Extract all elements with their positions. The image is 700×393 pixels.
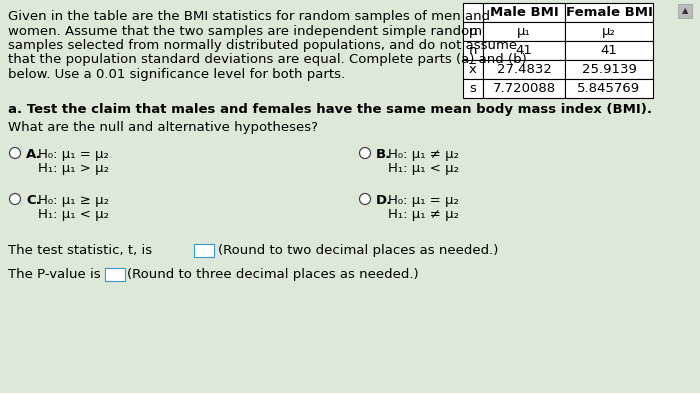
Bar: [483, 79, 565, 98]
Text: μ: μ: [469, 25, 477, 38]
Text: women. Assume that the two samples are independent simple random: women. Assume that the two samples are i…: [8, 24, 482, 37]
Circle shape: [360, 193, 370, 204]
Text: H₀: μ₁ ≠ μ₂: H₀: μ₁ ≠ μ₂: [388, 148, 459, 161]
Bar: [565, 41, 653, 60]
Text: 7.720088: 7.720088: [492, 82, 556, 95]
Text: n: n: [469, 44, 477, 57]
Text: below. Use a 0.01 significance level for both parts.: below. Use a 0.01 significance level for…: [8, 68, 345, 81]
Text: s: s: [470, 82, 477, 95]
Text: (Round to two decimal places as needed.): (Round to two decimal places as needed.): [218, 244, 498, 257]
Text: What are the null and alternative hypotheses?: What are the null and alternative hypoth…: [8, 121, 318, 134]
Circle shape: [10, 147, 20, 158]
Text: x̅: x̅: [469, 63, 477, 76]
Text: 27.4832: 27.4832: [496, 63, 552, 76]
Text: Given in the table are the BMI statistics for random samples of men and: Given in the table are the BMI statistic…: [8, 10, 490, 23]
Text: samples selected from normally distributed populations, and do not assume: samples selected from normally distribut…: [8, 39, 517, 52]
Bar: [463, 79, 483, 98]
Text: The P-value is: The P-value is: [8, 268, 101, 281]
Circle shape: [10, 193, 20, 204]
Bar: [483, 41, 565, 60]
Text: 41: 41: [516, 44, 533, 57]
Text: H₁: μ₁ ≠ μ₂: H₁: μ₁ ≠ μ₂: [388, 208, 459, 221]
Text: H₀: μ₁ = μ₂: H₀: μ₁ = μ₂: [388, 194, 459, 207]
Bar: [483, 22, 565, 41]
Bar: [463, 41, 483, 60]
Text: μ₁: μ₁: [517, 25, 531, 38]
Text: a. Test the claim that males and females have the same mean body mass index (BMI: a. Test the claim that males and females…: [8, 103, 652, 116]
Text: (Round to three decimal places as needed.): (Round to three decimal places as needed…: [127, 268, 419, 281]
Text: The test statistic, t, is: The test statistic, t, is: [8, 244, 152, 257]
Bar: [483, 3, 565, 22]
Bar: [565, 3, 653, 22]
Bar: [105, 268, 125, 281]
Text: 25.9139: 25.9139: [582, 63, 636, 76]
Bar: [565, 79, 653, 98]
Bar: [483, 60, 565, 79]
Circle shape: [360, 147, 370, 158]
Bar: [565, 60, 653, 79]
Bar: [463, 60, 483, 79]
Text: H₀: μ₁ ≥ μ₂: H₀: μ₁ ≥ μ₂: [38, 194, 109, 207]
Bar: [463, 22, 483, 41]
Bar: [678, 4, 692, 18]
Text: D.: D.: [376, 194, 392, 207]
Text: 41: 41: [601, 44, 617, 57]
Text: A.: A.: [26, 148, 41, 161]
Text: μ₂: μ₂: [602, 25, 616, 38]
Text: 5.845769: 5.845769: [578, 82, 640, 95]
Text: B.: B.: [376, 148, 391, 161]
Text: H₀: μ₁ = μ₂: H₀: μ₁ = μ₂: [38, 148, 109, 161]
Text: C.: C.: [26, 194, 41, 207]
Text: that the population standard deviations are equal. Complete parts (a) and (b): that the population standard deviations …: [8, 53, 526, 66]
Text: H₁: μ₁ < μ₂: H₁: μ₁ < μ₂: [38, 208, 109, 221]
Text: ▲: ▲: [682, 7, 688, 15]
Text: H₁: μ₁ > μ₂: H₁: μ₁ > μ₂: [38, 162, 109, 175]
Text: Female BMI: Female BMI: [566, 6, 652, 19]
Text: H₁: μ₁ < μ₂: H₁: μ₁ < μ₂: [388, 162, 459, 175]
Bar: [194, 244, 214, 257]
Bar: [463, 3, 483, 22]
Text: Male BMI: Male BMI: [489, 6, 559, 19]
Bar: [565, 22, 653, 41]
